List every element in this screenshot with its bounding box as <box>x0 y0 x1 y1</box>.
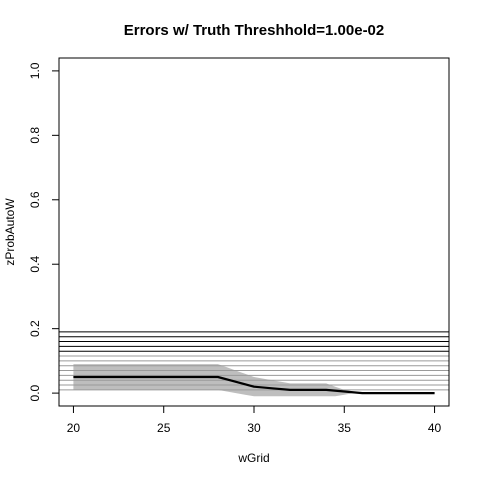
chart-title: Errors w/ Truth Threshhold=1.00e-02 <box>124 22 385 39</box>
y-axis-label: zProbAutoW <box>3 198 17 266</box>
y-tick-label: 0.8 <box>28 127 42 144</box>
plot-area <box>59 331 449 397</box>
x-axis-label: wGrid <box>237 451 269 465</box>
y-tick-label: 0.6 <box>28 191 42 208</box>
series-line-0 <box>73 375 435 395</box>
x-tick-label: 40 <box>428 421 442 435</box>
x-tick-label: 35 <box>338 421 352 435</box>
x-axis: 20 25 30 35 40 <box>67 406 442 435</box>
x-tick-label: 25 <box>157 421 171 435</box>
plot-frame <box>58 57 450 407</box>
y-axis: 0.0 0.2 0.4 0.6 0.8 1.0 <box>28 62 59 401</box>
y-tick-label: 1.0 <box>28 62 42 79</box>
x-tick-label: 20 <box>67 421 81 435</box>
x-tick-label: 30 <box>247 421 261 435</box>
y-tick-label: 0.0 <box>28 384 42 401</box>
y-tick-label: 0.4 <box>28 256 42 273</box>
y-tick-label: 0.2 <box>28 320 42 337</box>
